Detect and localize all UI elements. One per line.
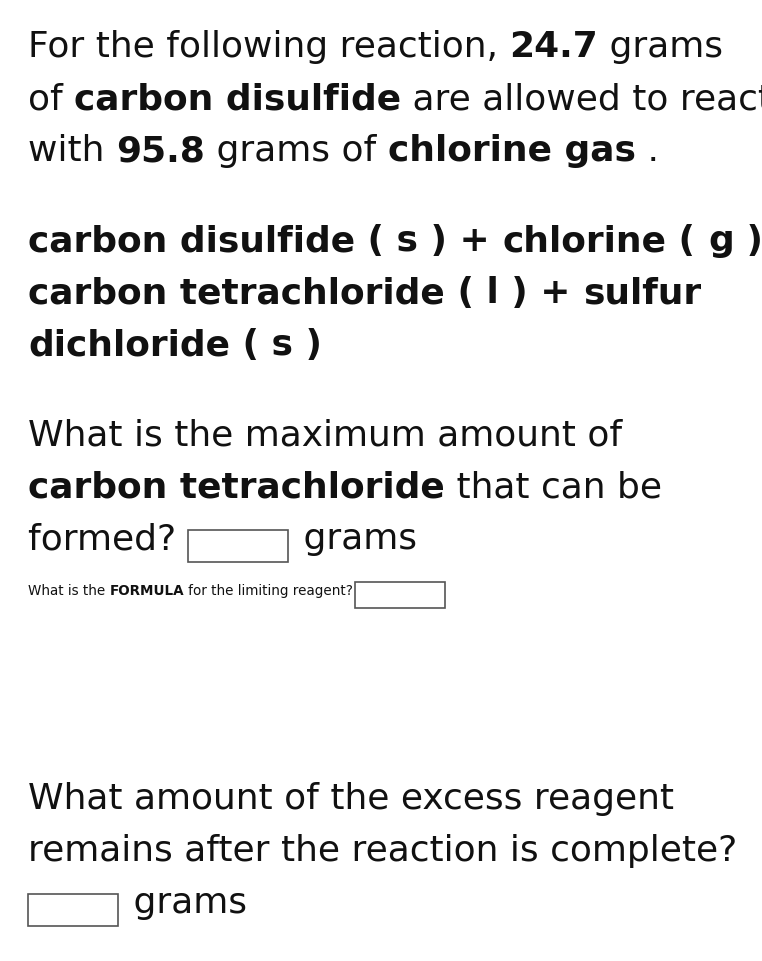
Text: formed?: formed? xyxy=(28,522,187,556)
Text: ): ) xyxy=(734,224,762,258)
Text: for the limiting reagent?: for the limiting reagent? xyxy=(184,584,353,598)
Text: remains after the reaction is complete?: remains after the reaction is complete? xyxy=(28,833,738,868)
Text: chlorine: chlorine xyxy=(502,224,667,258)
Text: grams: grams xyxy=(122,886,247,920)
Text: carbon disulfide: carbon disulfide xyxy=(74,82,402,116)
Text: sulfur: sulfur xyxy=(583,276,701,310)
Text: What amount of the excess reagent: What amount of the excess reagent xyxy=(28,781,674,816)
Text: are allowed to react: are allowed to react xyxy=(402,82,762,116)
Text: (: ( xyxy=(667,224,708,258)
Text: ( l ) +: ( l ) + xyxy=(445,276,583,310)
Text: .: . xyxy=(636,134,658,168)
Text: dichloride: dichloride xyxy=(28,328,230,362)
FancyBboxPatch shape xyxy=(28,894,118,925)
Text: with: with xyxy=(28,134,116,168)
Text: chlorine gas: chlorine gas xyxy=(388,134,636,168)
Text: grams: grams xyxy=(292,522,417,556)
Text: ( s ): ( s ) xyxy=(230,328,322,362)
Text: ( s ) +: ( s ) + xyxy=(355,224,502,258)
Text: What is the maximum amount of: What is the maximum amount of xyxy=(28,418,622,452)
Text: grams: grams xyxy=(598,30,723,64)
FancyBboxPatch shape xyxy=(187,530,287,562)
Text: 95.8: 95.8 xyxy=(116,134,205,168)
Text: carbon tetrachloride: carbon tetrachloride xyxy=(28,276,445,310)
Text: For the following reaction,: For the following reaction, xyxy=(28,30,510,64)
Text: grams of: grams of xyxy=(205,134,388,168)
FancyBboxPatch shape xyxy=(355,582,445,608)
Text: carbon disulfide: carbon disulfide xyxy=(28,224,355,258)
Text: What is the: What is the xyxy=(28,584,110,598)
Text: of: of xyxy=(28,82,74,116)
Text: g: g xyxy=(708,224,734,258)
Text: carbon tetrachloride: carbon tetrachloride xyxy=(28,470,445,504)
Text: that can be: that can be xyxy=(445,470,661,504)
Text: 24.7: 24.7 xyxy=(510,30,598,64)
Text: FORMULA: FORMULA xyxy=(110,584,184,598)
